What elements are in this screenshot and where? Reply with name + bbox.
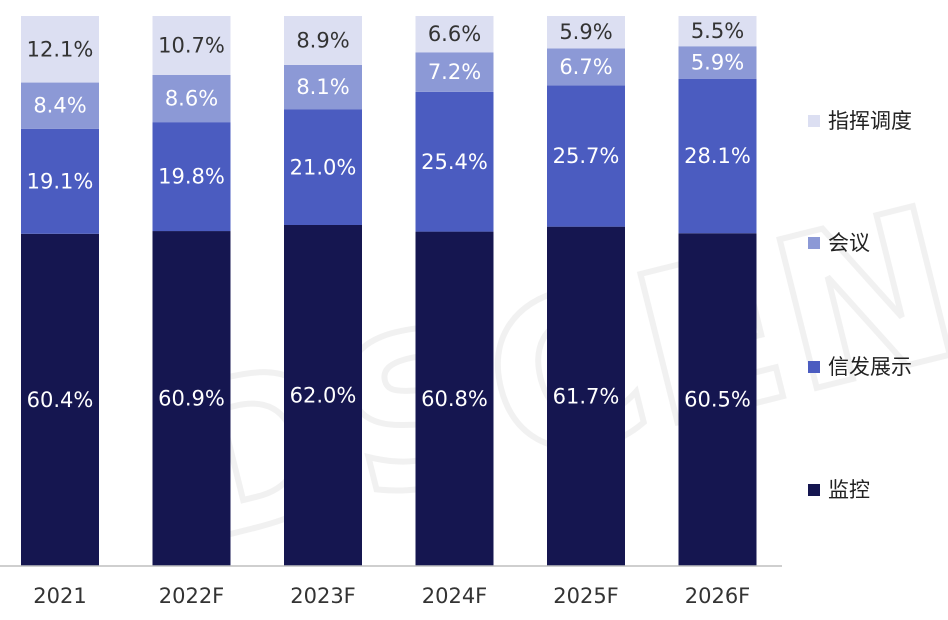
x-tick-label-2024F: 2024F	[422, 584, 488, 608]
data-label-monitoring-2026F: 60.5%	[684, 388, 751, 412]
legend-label-command-dispatch: 指挥调度	[828, 109, 912, 133]
data-label-signage-display-2026F: 28.1%	[684, 144, 751, 168]
legend-swatch-meeting	[808, 237, 820, 249]
x-tick-label-2025F: 2025F	[553, 584, 619, 608]
data-label-command-dispatch-2026F: 5.5%	[691, 19, 744, 43]
bar-segment-command-dispatch-2022F	[152, 16, 231, 75]
data-label-meeting-2022F: 8.6%	[165, 87, 218, 111]
data-label-monitoring-2025F: 61.7%	[553, 384, 620, 408]
data-label-monitoring-2023F: 62.0%	[290, 384, 357, 408]
bar-segment-meeting-2021	[21, 82, 99, 129]
data-label-signage-display-2023F: 21.0%	[290, 155, 357, 179]
bar-segment-command-dispatch-2026F	[678, 16, 757, 47]
x-tick-label-2026F: 2026F	[685, 584, 751, 608]
bar-segment-signage-display-2021	[21, 128, 99, 234]
bar-segment-signage-display-2023F	[284, 109, 362, 225]
bar-segment-signage-display-2022F	[152, 122, 231, 232]
data-label-meeting-2024F: 7.2%	[428, 60, 481, 84]
bar-segment-monitoring-2022F	[152, 231, 231, 567]
bar-segment-command-dispatch-2024F	[415, 16, 494, 53]
data-label-meeting-2025F: 6.7%	[559, 55, 612, 79]
data-label-signage-display-2021: 19.1%	[27, 169, 94, 193]
bar-segment-meeting-2023F	[284, 64, 362, 110]
data-label-command-dispatch-2022F: 10.7%	[158, 33, 225, 57]
x-axis-ticks: 2021 2022F 2023F 2024F 2025F 2026F	[33, 584, 750, 608]
x-tick-label-2022F: 2022F	[159, 584, 225, 608]
data-label-monitoring-2024F: 60.8%	[421, 387, 488, 411]
x-tick-label-2021: 2021	[33, 584, 86, 608]
bar-segment-signage-display-2026F	[678, 78, 757, 234]
data-label-monitoring-2022F: 60.9%	[158, 387, 225, 411]
bar-segment-monitoring-2026F	[678, 233, 757, 566]
data-label-command-dispatch-2024F: 6.6%	[428, 22, 481, 46]
legend-swatch-monitoring	[808, 484, 820, 496]
data-label-command-dispatch-2025F: 5.9%	[559, 20, 612, 44]
data-label-signage-display-2022F: 19.8%	[158, 165, 225, 189]
bar-segment-monitoring-2023F	[284, 225, 362, 566]
x-tick-label-2023F: 2023F	[290, 584, 356, 608]
data-label-command-dispatch-2021: 12.1%	[27, 37, 94, 61]
legend-swatch-signage-display	[808, 361, 820, 373]
legend-label-monitoring: 监控	[828, 478, 870, 502]
data-label-signage-display-2024F: 25.4%	[421, 150, 488, 174]
data-label-meeting-2023F: 8.1%	[296, 75, 349, 99]
bar-segment-meeting-2025F	[547, 48, 625, 86]
bars: 60.4% 19.1% 8.4% 12.1% 60.9% 19.8% 8.6% 10.7% 62…	[21, 16, 757, 567]
bar-segment-command-dispatch-2021	[21, 16, 99, 83]
data-label-monitoring-2021: 60.4%	[27, 388, 94, 412]
bar-segment-monitoring-2025F	[547, 226, 625, 566]
bar-segment-monitoring-2024F	[415, 231, 494, 566]
bar-segment-meeting-2022F	[152, 74, 231, 123]
bar-segment-meeting-2024F	[415, 52, 494, 92]
bar-segment-signage-display-2024F	[415, 91, 494, 232]
legend-swatch-command-dispatch	[808, 115, 820, 127]
bar-segment-command-dispatch-2023F	[284, 16, 362, 65]
bar-segment-signage-display-2025F	[547, 85, 625, 227]
data-label-meeting-2026F: 5.9%	[691, 50, 744, 74]
data-label-command-dispatch-2023F: 8.9%	[296, 28, 349, 52]
data-label-meeting-2021: 8.4%	[33, 94, 86, 118]
bar-segment-monitoring-2021	[21, 233, 99, 567]
data-label-signage-display-2025F: 25.7%	[553, 144, 620, 168]
legend-label-meeting: 会议	[828, 231, 870, 255]
legend-label-signage-display: 信发展示	[828, 355, 912, 379]
bar-segment-command-dispatch-2025F	[547, 16, 625, 49]
bar-segment-meeting-2026F	[678, 46, 757, 79]
